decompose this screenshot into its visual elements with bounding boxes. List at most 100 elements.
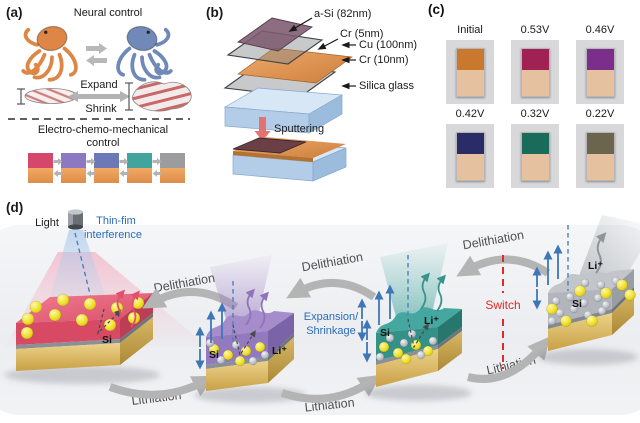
reflection-path-dashed	[407, 318, 429, 349]
sputtering-label: Sputtering	[274, 123, 324, 135]
sample-label: 0.53V	[520, 24, 550, 36]
octopus-orange-icon	[21, 21, 78, 82]
sample-substrate	[521, 153, 549, 180]
control-title-line2: control	[86, 137, 119, 149]
sputtering-arrow-icon	[254, 117, 271, 141]
slab-lithiated-purple: Si Li⁺	[194, 255, 306, 403]
panel-d: (d) Light Thin-fim interference Si	[0, 200, 640, 415]
sample-substrate	[586, 153, 614, 180]
emitted-light-wavy-arrow	[436, 274, 446, 312]
control-title-line1: Electro-chemo-mechanical	[38, 124, 168, 136]
thickness-marker-left	[17, 88, 25, 105]
expansion-arrows-blue	[195, 302, 227, 370]
swatch-state-5	[160, 153, 185, 183]
sample-film	[586, 132, 614, 154]
expansion-label-line1: Expansion/	[304, 311, 359, 323]
sample-label: Initial	[457, 24, 483, 36]
si-atoms	[20, 293, 145, 340]
sample-label: 0.32V	[520, 108, 550, 120]
emitted-light-wavy-arrow	[259, 291, 269, 329]
si-li-atoms	[546, 276, 636, 327]
layer-cu	[237, 47, 353, 84]
reflection-path-dashed	[96, 308, 122, 336]
expansion-label-line2: Shrinkage	[306, 325, 356, 337]
panel-a: (a) Neural control Expand Shrink Electro…	[6, 5, 192, 183]
li-ion-label: Li⁺	[272, 345, 287, 357]
panel-c-label: (c)	[428, 2, 445, 17]
si-li-atoms	[205, 338, 270, 367]
li-ion-label: Li⁺	[588, 260, 603, 272]
expansion-arrows-blue	[532, 244, 563, 310]
expansion-arrows-blue	[362, 284, 395, 363]
sample-substrate	[456, 69, 484, 96]
layer-stack-exploded	[223, 17, 353, 134]
label-asi: a-Si (82nm)	[314, 8, 371, 20]
swatch-transition-arrows	[53, 158, 162, 177]
swatch-state-3	[94, 153, 119, 183]
switch-label: Switch	[485, 298, 520, 312]
shrink-label: Shrink	[85, 103, 117, 115]
emitted-light-wavy-arrow	[595, 232, 607, 274]
emitted-light-wavy-arrow	[245, 288, 255, 326]
sample-film	[456, 132, 484, 154]
emitted-light-wavy-arrow	[130, 290, 140, 328]
panel-c: (c) Initial 0.53V 0.46V 0.42V 0.32V 0.22…	[425, 0, 640, 197]
octopus-blue-icon	[116, 21, 173, 82]
sample-photo	[511, 40, 559, 104]
swatch-state-2	[61, 153, 86, 183]
li-ion-label: Li⁺	[424, 315, 439, 327]
thin-film-large-icon	[131, 81, 192, 112]
swatch-state-4	[127, 153, 152, 183]
interference-label-line2: interference	[84, 229, 142, 241]
sample-label: 0.46V	[585, 24, 615, 36]
delithiation-arrow-2	[286, 277, 377, 301]
panel-d-label: (d)	[6, 200, 23, 215]
sample-photo	[576, 124, 624, 188]
thickness-marker-right	[125, 82, 133, 111]
swatch-state-1	[28, 153, 53, 183]
light-label: Light	[35, 217, 59, 229]
color-state-swatches	[28, 153, 185, 183]
panel-a-label: (a)	[6, 5, 23, 20]
interference-label-line1: Thin-fim	[96, 215, 136, 227]
sample-substrate	[456, 153, 484, 180]
sample-film	[456, 48, 484, 70]
lithiation-arrow-1	[108, 375, 215, 399]
panel-b: (b) a-Si (82nm) Cr (5nm) Cu (100nm) Cr (…	[206, 5, 417, 182]
sample-photo	[446, 124, 494, 188]
sample-photo	[511, 124, 559, 188]
light-source-icon	[68, 209, 83, 230]
lithiation-arrow-2	[280, 374, 382, 403]
sample-photo	[446, 40, 494, 104]
label-cr10: Cr (10nm)	[359, 54, 409, 66]
panel-a-title: Neural control	[74, 7, 142, 19]
label-silica: Silica glass	[359, 80, 415, 92]
sample-label: 0.42V	[455, 108, 485, 120]
slab-lithiated-teal: Si Li⁺	[362, 243, 472, 401]
si-atom-label: Si	[572, 298, 582, 310]
panel-b-label: (b)	[206, 5, 223, 20]
slab-fully-lithiated-gray: Li⁺ Si	[532, 215, 640, 365]
sample-substrate	[521, 69, 549, 96]
si-atom-label: Si	[209, 349, 219, 361]
si-atom-label: Si	[380, 327, 390, 339]
expand-label: Expand	[80, 79, 117, 91]
label-cr5: Cr (5nm)	[340, 28, 383, 40]
expand-shrink-arrow-icon	[68, 91, 130, 102]
sputtered-stack	[232, 137, 347, 182]
equilibrium-arrows-icon	[86, 43, 107, 66]
silica-glass-block	[223, 87, 344, 134]
sample-film	[521, 132, 549, 154]
layer-labels: a-Si (82nm) Cr (5nm) Cu (100nm) Cr (10nm…	[288, 8, 417, 92]
sample-photo	[576, 40, 624, 104]
sample-film	[586, 48, 614, 70]
lithiation-arrow-3	[467, 336, 551, 383]
sample-film	[521, 48, 549, 70]
si-atom-label: Si	[102, 334, 112, 346]
emitted-light-wavy-arrow	[115, 289, 125, 326]
sample-label: 0.22V	[585, 108, 615, 120]
emitted-light-wavy-arrow	[420, 272, 430, 310]
teal-glow-cone	[380, 243, 448, 317]
sample-substrate	[586, 69, 614, 96]
